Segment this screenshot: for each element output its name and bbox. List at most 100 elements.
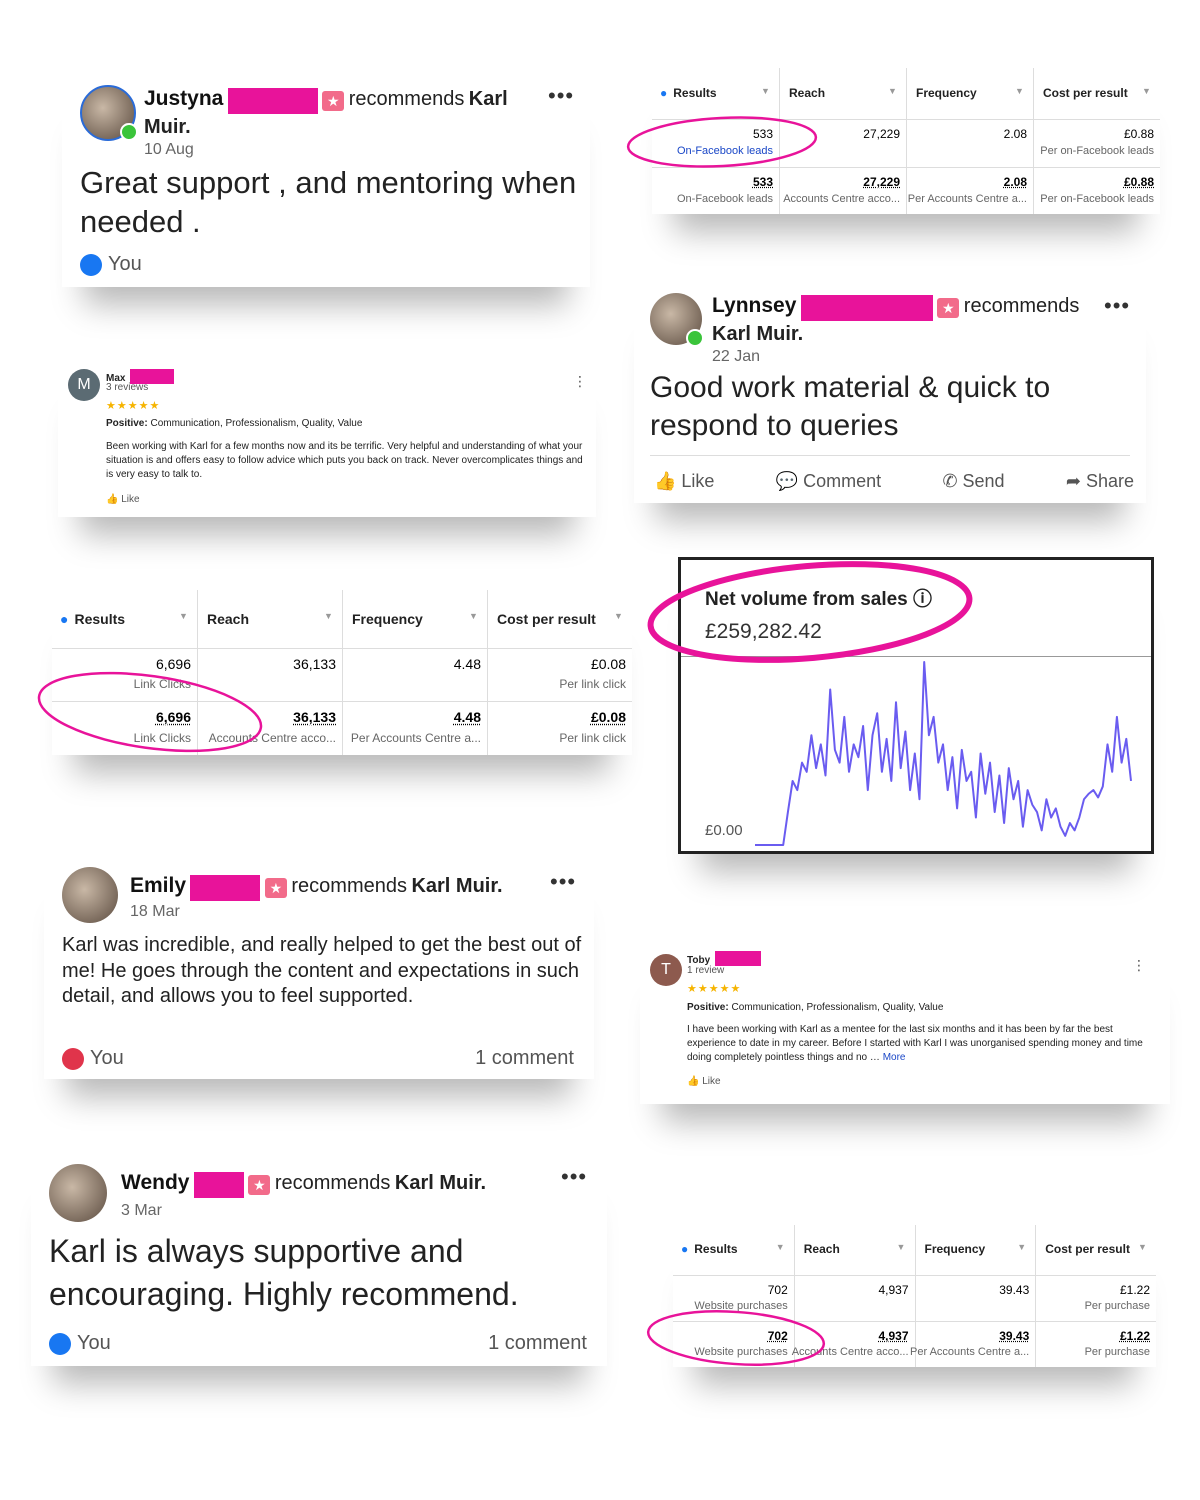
more[interactable]: ••• bbox=[550, 869, 577, 894]
column-header: Frequency bbox=[352, 611, 423, 627]
positive: Positive: Communication, Professionalism… bbox=[106, 417, 362, 431]
header-text: Results bbox=[74, 610, 126, 627]
cell-sub: Per on-Facebook leads bbox=[1040, 192, 1154, 205]
column-divider bbox=[342, 590, 343, 755]
cell-value: 39.43 bbox=[999, 1282, 1030, 1297]
attributes: Communication, Professionalism, Quality,… bbox=[731, 1002, 944, 1013]
column-header: ● Results bbox=[681, 1242, 738, 1256]
header-text: Frequency bbox=[352, 610, 423, 627]
column-header: ● Results bbox=[660, 86, 717, 100]
name: Lynnsey bbox=[712, 294, 797, 317]
column-divider bbox=[197, 590, 198, 755]
header: Lynnsey ★ recommends Karl Muir. bbox=[712, 293, 1092, 349]
header: Justyna ★ recommends Karl Muir. bbox=[144, 85, 544, 142]
share-button[interactable]: ➦ Share bbox=[1065, 471, 1134, 491]
review-count: 1 review bbox=[687, 965, 725, 976]
cell-value: 27,229 bbox=[863, 174, 900, 189]
column-header: Cost per result bbox=[497, 611, 596, 627]
more[interactable]: ⋮ bbox=[1132, 957, 1146, 973]
cell-value: £1.22 bbox=[1119, 1282, 1150, 1297]
header-text: Reach bbox=[789, 85, 826, 100]
column-header: Cost per result bbox=[1043, 86, 1128, 100]
info-icon: ● bbox=[60, 610, 69, 627]
cell-sub: Per purchase bbox=[1084, 1346, 1150, 1359]
attributes: Communication, Professionalism, Quality,… bbox=[150, 418, 363, 429]
sort-arrow: ▼ bbox=[1017, 1241, 1027, 1252]
column-divider bbox=[1033, 68, 1034, 214]
send-button[interactable]: ✆ Send bbox=[942, 471, 1005, 491]
label: Positive: bbox=[106, 418, 148, 429]
target: Karl Muir. bbox=[144, 88, 508, 138]
name-row: Max bbox=[106, 368, 174, 386]
more[interactable]: ••• bbox=[561, 1164, 588, 1189]
cell-value: £0.08 bbox=[590, 655, 626, 672]
cell-value: 39.43 bbox=[999, 1328, 1030, 1343]
column-header: Reach bbox=[789, 86, 825, 100]
like-button[interactable]: 👍 Like bbox=[654, 471, 715, 491]
more[interactable]: ••• bbox=[548, 83, 575, 108]
more[interactable]: ••• bbox=[1104, 293, 1131, 318]
more[interactable]: ⋮ bbox=[573, 373, 587, 389]
baseline-label: £0.00 bbox=[705, 822, 743, 839]
more-link[interactable]: More bbox=[882, 1052, 906, 1063]
header-text: Reach bbox=[207, 610, 250, 627]
cell-value: 4,937 bbox=[878, 1282, 909, 1297]
text: Karl is always supportive and encouragin… bbox=[49, 1233, 519, 1312]
sort-arrow: ▼ bbox=[1015, 85, 1024, 96]
ads-table: ● Results ▼ Reach ▼ Frequency ▼ Cost per result… bbox=[673, 1225, 1156, 1367]
cell-value: 6,696 bbox=[155, 655, 191, 672]
cell-sub: Accounts Centre acco... bbox=[783, 192, 900, 205]
column-header: Frequency bbox=[925, 1242, 986, 1256]
column-divider bbox=[914, 1225, 916, 1367]
comment-button[interactable]: 💬 Comment bbox=[775, 471, 882, 491]
redaction bbox=[190, 874, 261, 901]
recommends: recommends bbox=[963, 295, 1080, 317]
review-card: T Toby 1 review ★★★★★ ⋮ Positive: Commun… bbox=[640, 942, 1170, 1104]
sort-arrow: ▼ bbox=[888, 85, 897, 96]
cell-value: 702 bbox=[767, 1282, 788, 1297]
label: Share bbox=[1085, 471, 1134, 491]
cell-value: £0.08 bbox=[590, 709, 626, 726]
cell-sub: Website purchases bbox=[694, 1346, 788, 1359]
redaction bbox=[227, 87, 318, 114]
cell-sub: Per on-Facebook leads bbox=[1040, 145, 1154, 158]
redaction bbox=[129, 369, 174, 385]
header: Emily ★ recommends Karl Muir. bbox=[130, 873, 503, 901]
label: Like bbox=[121, 494, 140, 505]
cell-sub: Link Clicks bbox=[133, 730, 191, 745]
cell-value: 36,133 bbox=[293, 709, 336, 726]
cell-sub: Link Clicks bbox=[133, 677, 191, 692]
comment-count[interactable]: 1 comment bbox=[488, 1332, 587, 1354]
column-divider bbox=[487, 590, 488, 755]
love-icon bbox=[62, 1047, 84, 1070]
sort-arrow: ▼ bbox=[775, 1241, 785, 1252]
like-button[interactable]: 👍 Like bbox=[106, 494, 140, 505]
column-divider bbox=[793, 1225, 795, 1367]
recommends: recommends bbox=[274, 1172, 391, 1194]
reactor: You bbox=[77, 1332, 111, 1354]
cell-sub: On-Facebook leads bbox=[677, 145, 773, 158]
label: Like bbox=[681, 471, 715, 491]
sort-arrow: ▼ bbox=[896, 1241, 906, 1252]
badge: ★ bbox=[264, 877, 287, 898]
title: Net volume from sales ⓘ bbox=[705, 589, 933, 610]
cell-sub: Per Accounts Centre a... bbox=[907, 192, 1027, 205]
label: Comment bbox=[803, 471, 882, 491]
cell-value: 27,229 bbox=[863, 127, 900, 142]
sort-arrow: ▼ bbox=[324, 610, 333, 621]
reactor: You bbox=[90, 1047, 124, 1069]
online-dot bbox=[120, 123, 138, 141]
cell-value: 2.08 bbox=[1003, 127, 1027, 142]
info-icon: ● bbox=[681, 1241, 689, 1256]
like-button[interactable]: 👍 Like bbox=[687, 1076, 721, 1087]
header-text: Cost per result bbox=[1045, 1241, 1130, 1256]
badge: ★ bbox=[248, 1174, 271, 1195]
text: Karl was incredible, and really helped t… bbox=[62, 934, 582, 1007]
sort-arrow: ▼ bbox=[1142, 85, 1151, 96]
sort-arrow: ▼ bbox=[614, 610, 623, 621]
divider bbox=[650, 455, 1130, 456]
cell-value: 4,937 bbox=[878, 1328, 909, 1343]
comment-count[interactable]: 1 comment bbox=[475, 1047, 574, 1069]
reactions: You bbox=[80, 253, 142, 276]
recommendation-card: Emily ★ recommends Karl Muir. ••• 18 Mar… bbox=[44, 855, 594, 1079]
